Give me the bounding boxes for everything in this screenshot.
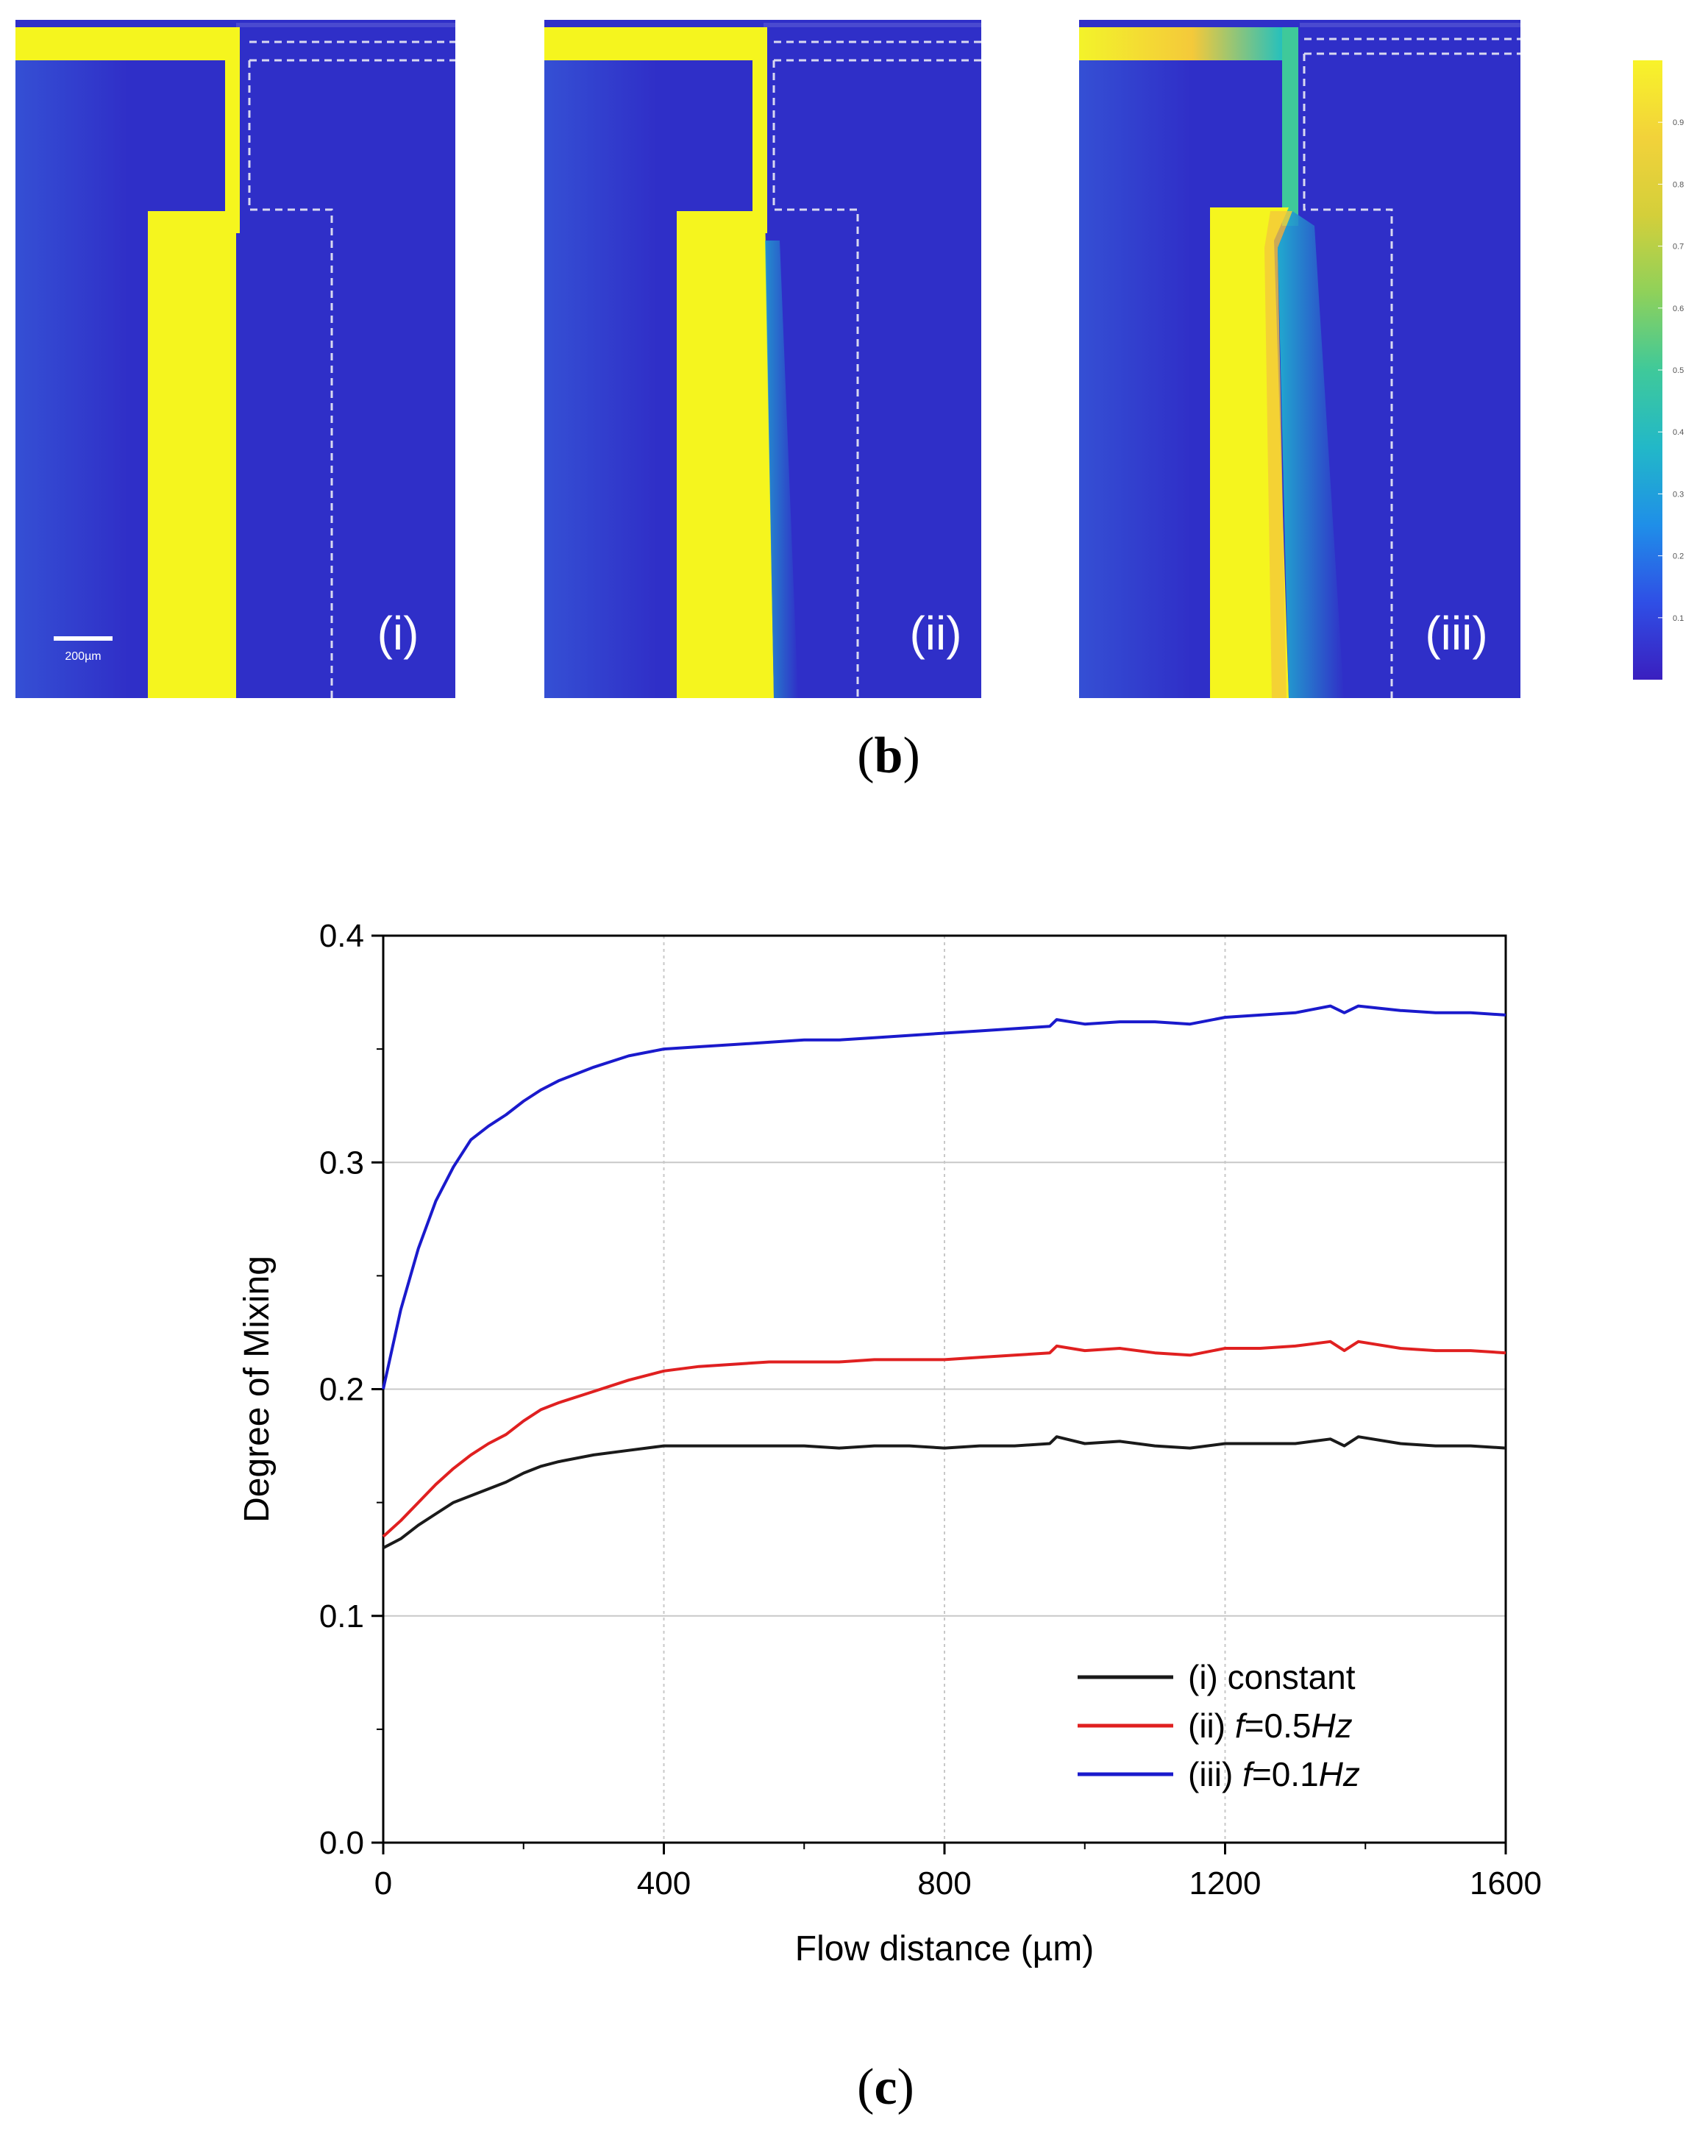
channel-outline <box>248 59 455 698</box>
series-line-3 <box>382 1004 1506 1390</box>
sim-panel-0-1hz: (iii) <box>1079 20 1520 698</box>
x-tick-label: 400 <box>637 1865 691 1901</box>
main-stream <box>677 211 774 698</box>
colorbar-bar <box>1633 60 1662 680</box>
channel-top-line <box>1300 23 1520 27</box>
x-tick-label: 800 <box>917 1865 971 1901</box>
panel-b-letter: b <box>875 727 903 784</box>
colorbar-tick-label: 0.5 <box>1673 366 1684 375</box>
diffusion-band <box>1278 211 1344 698</box>
scale-bar <box>54 636 113 641</box>
vertical-inlet-stream <box>752 27 767 233</box>
mixing-chart: 0 400 800 1200 1600 0.0 0.1 0.2 0.3 0.4 Flow dist… <box>238 918 1542 1968</box>
colorbar-tick-label: 0.8 <box>1673 180 1684 189</box>
colorbar: 0.9 0.8 0.7 0.6 0.5 0.4 0.3 0.2 0.1 <box>1633 60 1684 680</box>
colorbar-tick-label: 0.4 <box>1673 428 1684 437</box>
y-tick-label: 0.3 <box>319 1145 364 1181</box>
x-axis-label: Flow distance (µm) <box>795 1929 1094 1968</box>
grid-lines <box>383 936 1506 1843</box>
left-glow <box>1079 49 1189 698</box>
colorbar-tick-label: 0.1 <box>1673 614 1684 623</box>
top-inlet-stream <box>1079 27 1285 60</box>
series-lines <box>382 1004 1506 1550</box>
vertical-inlet-stream <box>1282 27 1298 226</box>
colorbar-tick-label: 0.7 <box>1673 243 1684 252</box>
sim-panel-constant: 200µm (i) <box>15 20 455 698</box>
sim-panel-0-5hz: (ii) <box>544 20 981 698</box>
left-glow <box>15 49 126 698</box>
main-stream <box>148 211 236 698</box>
top-inlet-stream <box>15 27 236 60</box>
panel-label-iii: (iii) <box>1425 607 1487 660</box>
y-tick-label: 0.4 <box>319 918 364 954</box>
top-inlet-stream <box>544 27 764 60</box>
legend-label-3: (iii) f=0.1Hz <box>1188 1755 1360 1793</box>
y-tick-label: 0.0 <box>319 1825 364 1861</box>
channel-outline <box>772 59 981 698</box>
series-line-2 <box>382 1340 1506 1538</box>
series-line-1 <box>382 1435 1506 1550</box>
colorbar-tick-label: 0.9 <box>1673 118 1684 127</box>
y-tick-label: 0.1 <box>319 1598 364 1634</box>
legend-label-1: (i) constant <box>1188 1658 1356 1696</box>
x-tick-label: 1200 <box>1189 1865 1262 1901</box>
colorbar-tick-label: 0.2 <box>1673 552 1684 561</box>
panel-b-label: (b) <box>857 727 920 784</box>
orange-edge <box>1264 211 1292 698</box>
panel-c-label: (c) <box>857 2059 914 2116</box>
channel-top-line <box>236 23 455 27</box>
colorbar-tick-label: 0.3 <box>1673 490 1684 499</box>
vertical-inlet-stream <box>225 27 240 233</box>
legend: (i) constant (ii) f=0.5Hz (iii) f=0.1Hz <box>1078 1658 1360 1793</box>
legend-label-2: (ii) f=0.5Hz <box>1188 1707 1353 1745</box>
panel-label-ii: (ii) <box>909 607 961 660</box>
channel-outline <box>1303 52 1520 698</box>
y-tick-label: 0.2 <box>319 1372 364 1408</box>
panel-label-i: (i) <box>377 607 419 660</box>
colorbar-tick-label: 0.6 <box>1673 305 1684 313</box>
panel-c-letter: c <box>874 2059 897 2116</box>
diffusion-band <box>765 241 798 698</box>
left-glow <box>544 49 655 698</box>
colorbar-ticks: 0.9 0.8 0.7 0.6 0.5 0.4 0.3 0.2 0.1 <box>1658 118 1684 623</box>
scale-bar-label: 200µm <box>65 650 101 663</box>
y-axis-label: Degree of Mixing <box>238 1256 277 1523</box>
x-tick-label: 0 <box>374 1865 392 1901</box>
channel-top-line <box>764 23 981 27</box>
axis-ticks: 0 400 800 1200 1600 0.0 0.1 0.2 0.3 0.4 <box>319 918 1542 1901</box>
x-tick-label: 1600 <box>1470 1865 1542 1901</box>
